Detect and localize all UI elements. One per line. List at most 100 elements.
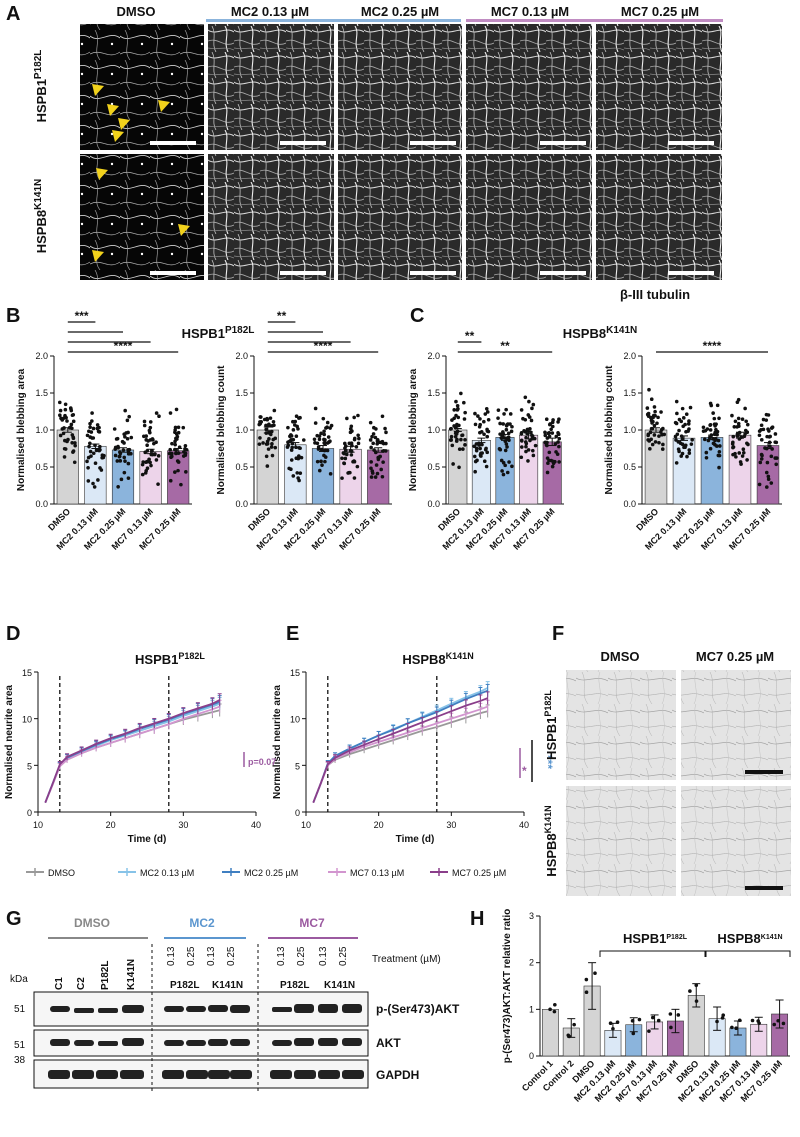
data-point xyxy=(688,989,692,993)
data-point xyxy=(478,417,482,421)
panel-letter-g: G xyxy=(6,908,22,930)
data-point xyxy=(543,433,548,438)
data-point xyxy=(321,416,326,421)
data-point xyxy=(145,460,149,464)
arrowhead-icon xyxy=(112,130,124,142)
data-point xyxy=(299,455,304,460)
data-point xyxy=(676,1013,681,1017)
micrograph-hspb8-mc2-013 xyxy=(208,154,334,280)
data-point xyxy=(765,434,769,439)
data-point xyxy=(125,418,130,423)
data-point xyxy=(711,437,715,441)
data-point xyxy=(286,440,290,445)
data-point xyxy=(761,417,766,422)
x-tick-label: 30 xyxy=(446,820,456,830)
data-point xyxy=(148,425,153,430)
data-point xyxy=(148,420,153,424)
data-point xyxy=(770,425,775,429)
data-point xyxy=(72,460,77,465)
data-point xyxy=(145,443,149,447)
data-point xyxy=(717,449,722,454)
western-blot: DMSO MC2 MC7 0.13 0.25 0.13 0.25 0.13 0.… xyxy=(10,916,460,1092)
data-point xyxy=(265,417,270,422)
data-point xyxy=(71,450,75,454)
data-point xyxy=(340,456,344,461)
data-point xyxy=(557,436,562,441)
data-point xyxy=(523,417,528,422)
y-axis-label: Normalised blebbing area xyxy=(408,368,419,491)
data-point xyxy=(142,423,147,428)
data-point xyxy=(316,445,321,449)
y-tick-label: 0 xyxy=(27,808,32,818)
y-tick-label: 2.0 xyxy=(235,351,248,361)
chart-d-growth: 0 5 10 15 10 20 30 40 Time (d) Normalised neurite… xyxy=(4,668,261,845)
data-point xyxy=(61,431,66,436)
blot-mut-k141n: K141N xyxy=(324,980,355,991)
data-point xyxy=(341,451,346,455)
data-point xyxy=(527,399,531,404)
data-point xyxy=(668,1012,673,1016)
y-axis-label: Normalised blebbing count xyxy=(216,365,227,495)
data-point xyxy=(60,427,65,431)
data-point xyxy=(272,423,276,428)
data-point xyxy=(546,461,550,465)
data-point xyxy=(453,434,458,439)
data-point xyxy=(454,432,459,436)
data-point xyxy=(677,428,681,433)
data-point xyxy=(354,445,359,449)
y-tick-label: 0.0 xyxy=(623,499,636,509)
data-point xyxy=(150,437,155,441)
data-point xyxy=(150,449,154,453)
data-point xyxy=(781,1021,786,1026)
data-point xyxy=(380,414,385,419)
data-point xyxy=(379,440,384,445)
data-point xyxy=(116,445,121,450)
data-point xyxy=(758,460,763,465)
legend-item: MC7 0.13 µM xyxy=(350,868,404,878)
data-point xyxy=(674,399,679,404)
data-point xyxy=(291,419,295,424)
data-point xyxy=(63,407,68,412)
data-point xyxy=(774,462,779,467)
data-point xyxy=(669,1025,673,1030)
y-tick-label: 15 xyxy=(290,668,300,678)
data-point xyxy=(157,414,161,418)
data-point xyxy=(113,453,118,458)
data-point xyxy=(91,481,95,486)
data-point xyxy=(730,1025,734,1030)
data-point xyxy=(709,433,714,437)
y-tick-label: 1 xyxy=(529,1004,534,1014)
chart-e-growth: 0 5 10 15 10 20 30 40 Time (d) Normalised neurite… xyxy=(272,668,533,845)
scale-bar xyxy=(410,141,456,145)
data-point xyxy=(296,427,300,431)
data-point xyxy=(765,460,770,465)
data-point xyxy=(176,451,181,455)
legend-item: MC7 0.25 µM xyxy=(452,868,506,878)
data-point xyxy=(736,421,741,426)
arrowhead-icon xyxy=(96,168,108,180)
data-point xyxy=(322,441,326,445)
blot-conc: 0.13 xyxy=(166,946,177,966)
data-point xyxy=(88,425,92,429)
data-point xyxy=(298,446,302,451)
data-point xyxy=(176,460,181,464)
blot-mut-p182l: P182L xyxy=(280,980,309,991)
data-point xyxy=(352,436,357,441)
data-point xyxy=(739,462,743,466)
data-point xyxy=(112,427,117,431)
data-point xyxy=(526,459,530,463)
data-point xyxy=(531,436,536,441)
significance-label: ** xyxy=(277,309,287,323)
data-point xyxy=(265,441,270,446)
data-point xyxy=(154,440,158,445)
data-point xyxy=(89,430,94,434)
data-point xyxy=(501,430,505,434)
data-point xyxy=(356,441,361,446)
data-point xyxy=(681,416,686,420)
scale-bar xyxy=(668,141,714,145)
significance-label: ** xyxy=(500,339,510,353)
arrowhead-icon xyxy=(158,100,170,112)
data-point xyxy=(352,415,356,420)
data-point xyxy=(690,438,694,442)
